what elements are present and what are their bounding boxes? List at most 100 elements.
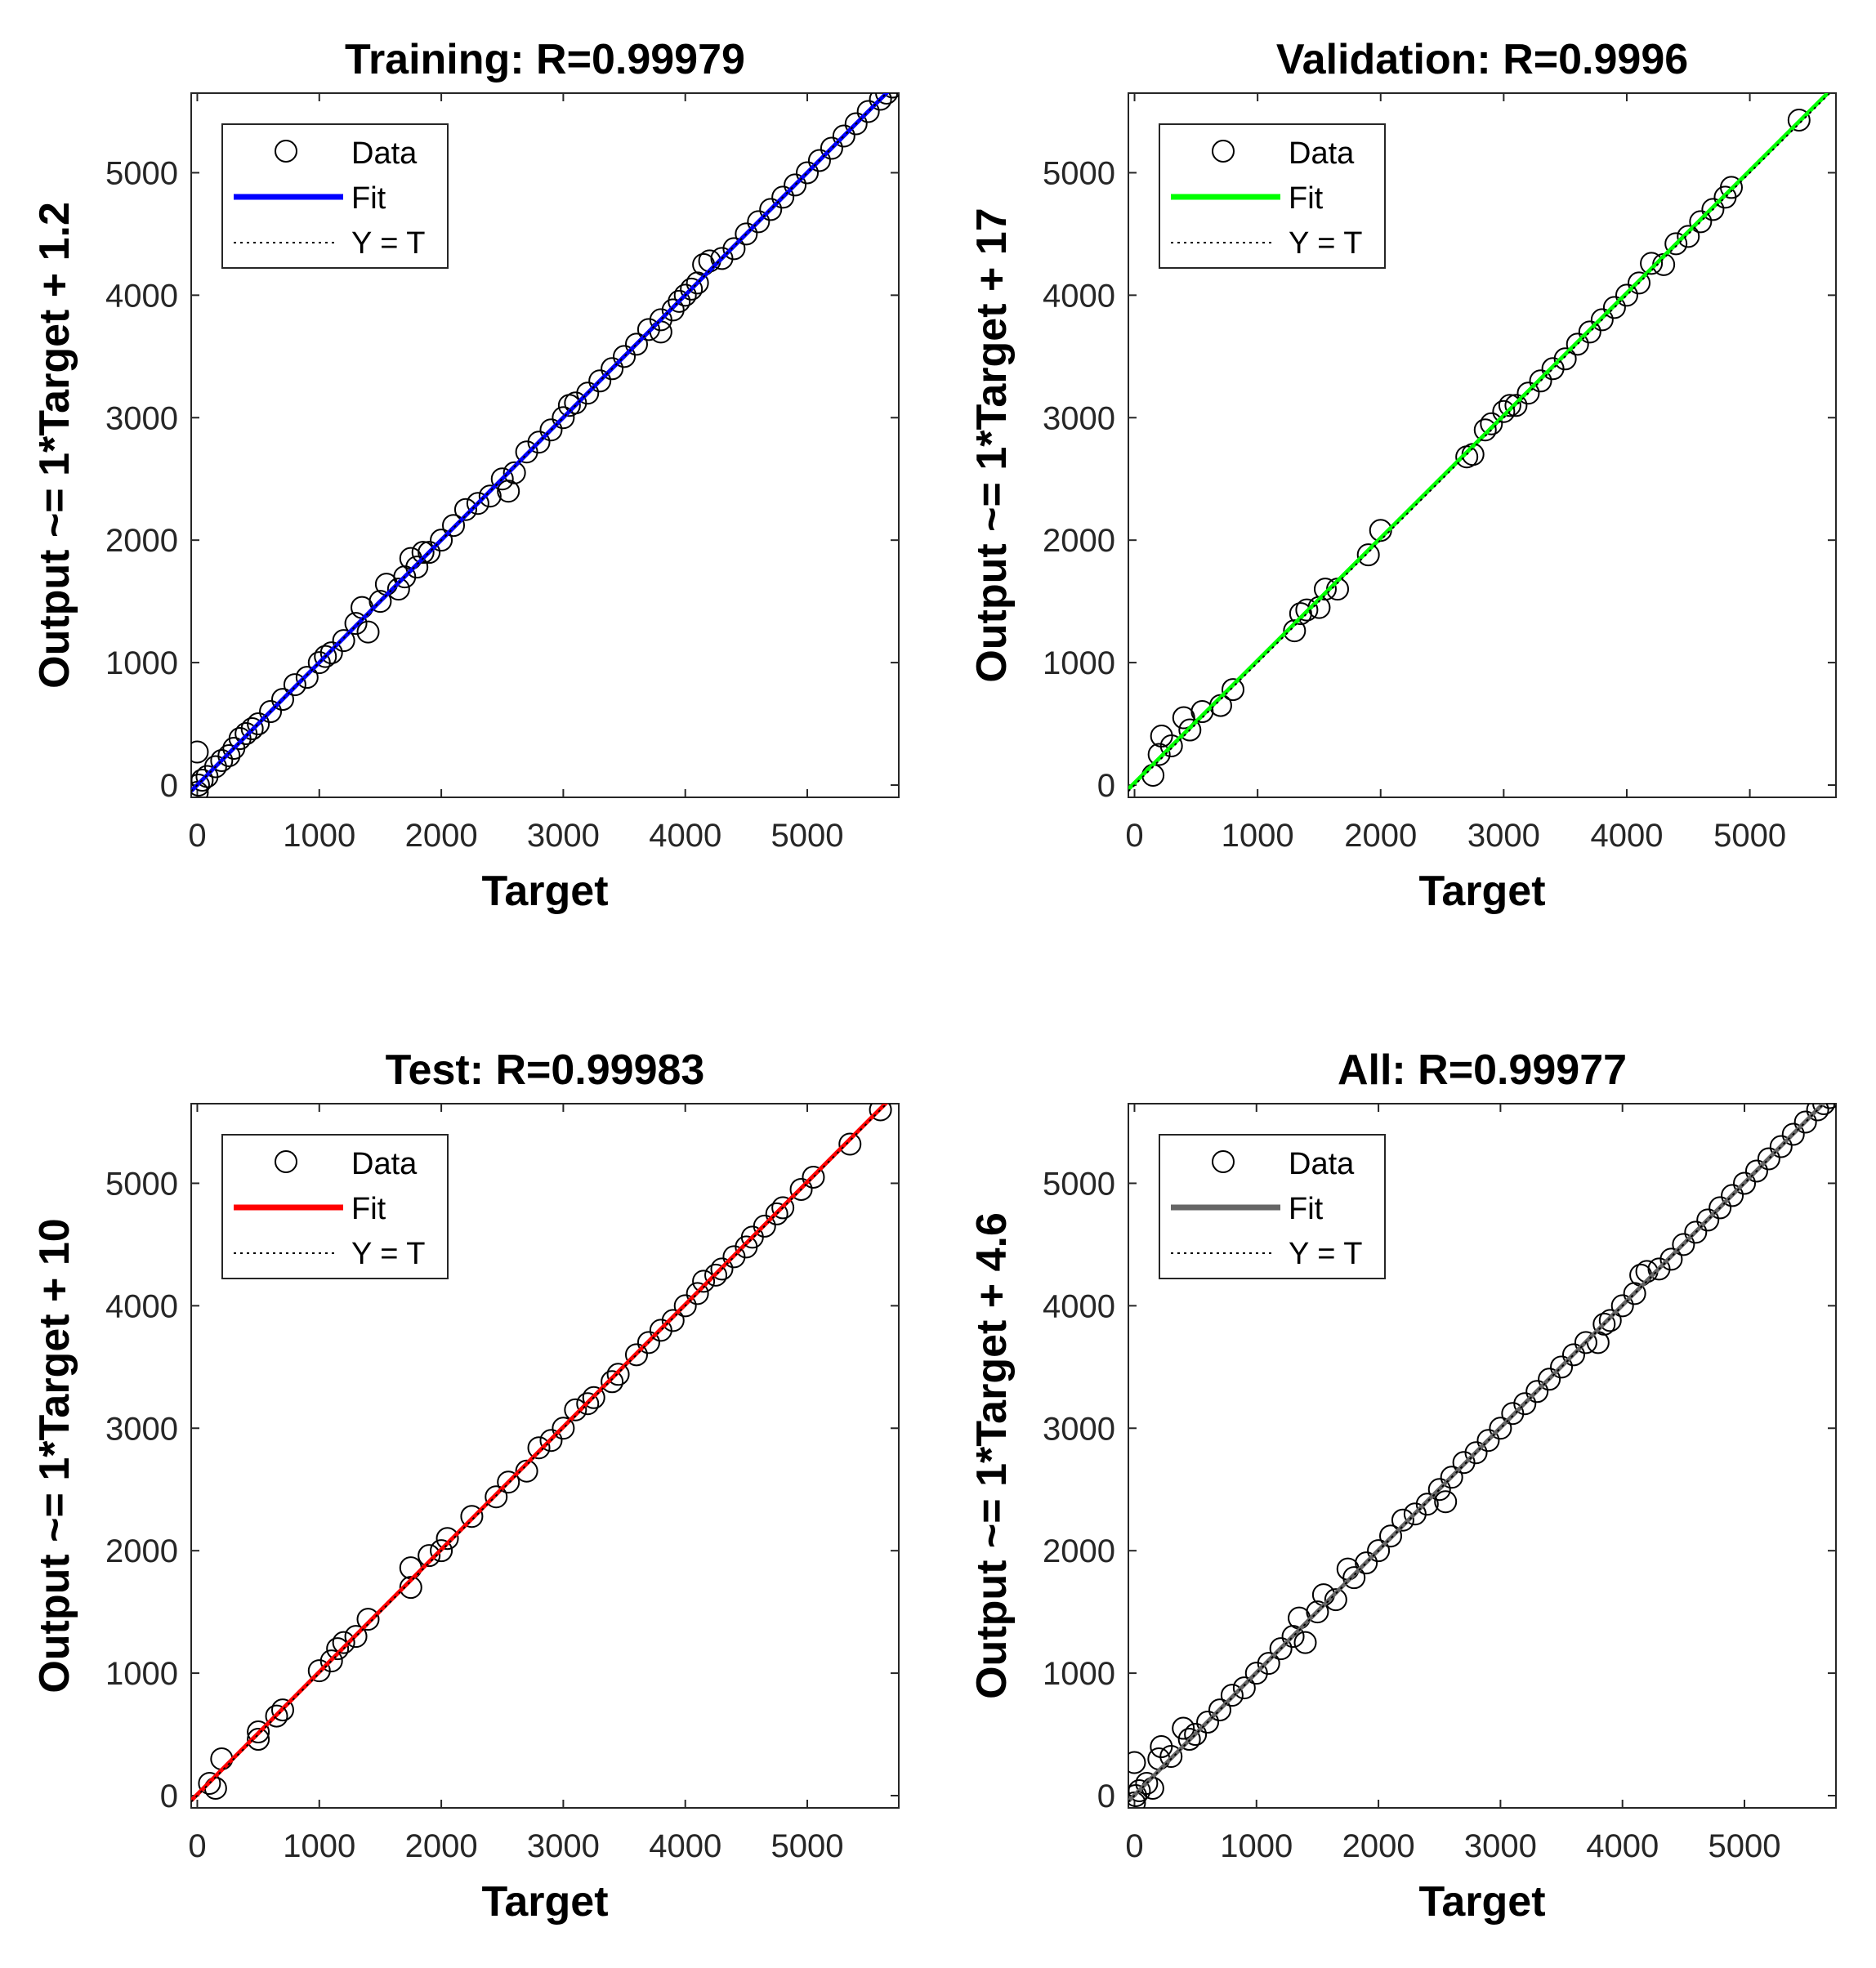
- data-point: [332, 1631, 355, 1654]
- data-point: [1538, 1368, 1561, 1391]
- y-tick-label: 4000: [105, 1288, 178, 1324]
- legend: Data Fit Y = T: [221, 1134, 449, 1279]
- data-point: [1356, 543, 1380, 567]
- data-point: [418, 541, 441, 565]
- data-point: [722, 237, 746, 261]
- data-point: [1781, 1122, 1805, 1146]
- x-tick-label: 2000: [405, 1828, 478, 1864]
- legend-identity-label: Y = T: [351, 226, 426, 261]
- data-point: [247, 712, 270, 736]
- data-point: [1415, 1493, 1439, 1516]
- data-point: [820, 136, 843, 160]
- data-point: [436, 1527, 459, 1551]
- x-axis-label: Target: [1418, 868, 1545, 915]
- data-point: [356, 1608, 380, 1631]
- chart-title: Training: R=0.99979: [345, 36, 745, 83]
- data-point: [661, 1309, 685, 1332]
- x-tick-label: 5000: [1713, 818, 1786, 854]
- data-point: [386, 578, 410, 601]
- data-point: [1269, 1637, 1293, 1661]
- data-point: [680, 277, 704, 301]
- y-axis-label: Output ~= 1*Target + 17: [968, 208, 1016, 682]
- data-point: [601, 357, 624, 381]
- legend-fit-label: Fit: [351, 1192, 386, 1226]
- legend: Data Fit Y = T: [1159, 123, 1386, 269]
- data-point: [1480, 412, 1503, 435]
- y-tick-label: 0: [160, 1778, 178, 1814]
- legend-data-marker: [1212, 140, 1235, 163]
- legend-data-label: Data: [351, 1147, 418, 1181]
- data-point: [539, 418, 563, 442]
- data-point: [1177, 1728, 1201, 1752]
- y-tick-label: 2000: [1043, 523, 1115, 559]
- data-point: [270, 688, 294, 712]
- x-tick-label: 4000: [649, 1828, 721, 1864]
- data-point: [1379, 1524, 1403, 1548]
- x-tick-label: 2000: [1344, 818, 1417, 854]
- data-point: [1615, 283, 1638, 307]
- data-point: [527, 1436, 551, 1460]
- y-tick-label: 2000: [105, 1533, 178, 1569]
- data-point: [1232, 1676, 1256, 1700]
- legend-fit-label: Fit: [351, 181, 386, 216]
- data-point: [869, 93, 892, 111]
- x-tick-label: 0: [188, 1828, 206, 1864]
- data-point: [1659, 1247, 1683, 1271]
- data-point: [1561, 1343, 1585, 1367]
- chart-title: Test: R=0.99983: [386, 1046, 705, 1094]
- data-point: [1744, 1159, 1768, 1183]
- y-tick-label: 5000: [105, 1166, 178, 1202]
- data-point: [453, 498, 477, 521]
- data-point: [1427, 1478, 1451, 1502]
- data-point: [319, 1649, 343, 1673]
- data-point: [295, 666, 319, 689]
- data-point: [1355, 1551, 1378, 1575]
- fit-line: [1128, 1104, 1826, 1803]
- data-point: [368, 590, 392, 614]
- data-point: [601, 1370, 624, 1394]
- data-point: [191, 774, 210, 797]
- data-point: [1610, 1294, 1634, 1318]
- data-point: [1553, 347, 1577, 371]
- data-point: [1257, 1652, 1280, 1676]
- data-point: [283, 673, 306, 697]
- x-axis-label: Target: [1418, 1878, 1545, 1926]
- data-point: [1529, 369, 1552, 393]
- x-tick-label: 5000: [1708, 1828, 1781, 1864]
- data-point: [1489, 1417, 1512, 1440]
- y-tick-label: 1000: [1043, 1656, 1115, 1692]
- data-point: [1208, 1698, 1231, 1722]
- legend: Data Fit Y = T: [1159, 1134, 1386, 1279]
- data-point: [314, 645, 337, 668]
- data-point: [1128, 1751, 1146, 1774]
- legend-data-label: Data: [351, 136, 418, 171]
- identity-line: [1128, 93, 1831, 792]
- data-point: [217, 744, 241, 768]
- legend-fit-label: Fit: [1289, 181, 1324, 216]
- data-point: [606, 1363, 630, 1386]
- data-point: [1220, 1684, 1244, 1707]
- data-point: [1696, 1208, 1720, 1232]
- data-point: [552, 406, 575, 430]
- x-tick-label: 4000: [649, 818, 721, 854]
- legend-identity-label: Y = T: [1289, 226, 1363, 261]
- data-point: [319, 641, 343, 665]
- x-tick-label: 5000: [771, 1828, 844, 1864]
- data-point: [442, 514, 466, 538]
- data-point: [1689, 210, 1713, 234]
- data-point: [796, 161, 820, 185]
- x-tick-label: 0: [1125, 818, 1143, 854]
- data-point: [527, 431, 551, 454]
- data-point: [882, 93, 899, 99]
- data-point: [636, 1331, 660, 1354]
- data-point: [1222, 678, 1245, 702]
- chart-panel-4: 0 1000 2000 3000 4000 5000 0 1000 2000 3000 4000 50…: [968, 1046, 1837, 1926]
- data-point: [1492, 399, 1516, 423]
- data-point: [1757, 1147, 1780, 1171]
- x-tick-label: 0: [1125, 1828, 1143, 1864]
- data-point: [1293, 1631, 1317, 1654]
- data-point: [1513, 1392, 1537, 1416]
- y-tick-label: 3000: [105, 1411, 178, 1447]
- data-point: [869, 1104, 892, 1122]
